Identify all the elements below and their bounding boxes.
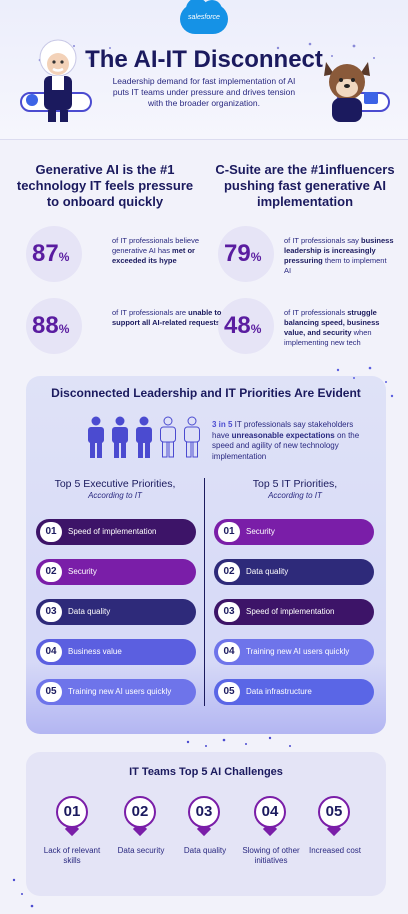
person-outline-icon <box>184 416 200 458</box>
challenge-label: Data quality <box>183 846 227 855</box>
column-divider <box>204 478 205 706</box>
it-priority-item: 04 Training new AI users quickly <box>214 639 374 665</box>
stat-text: of IT professionals believe generative A… <box>112 236 199 265</box>
person-filled-icon <box>136 416 152 458</box>
sparkle-dots <box>276 42 375 61</box>
stat-card: 87% of IT professionals believe generati… <box>26 226 222 282</box>
stat-circle <box>218 298 274 354</box>
astro-mascot-icon <box>324 62 378 122</box>
executive-priority-item: 05 Training new AI users quickly <box>36 679 196 705</box>
it-priorities-heading: Top 5 IT Priorities, According to IT <box>252 478 338 500</box>
executive-priorities-heading: Top 5 Executive Priorities, According to … <box>54 478 176 500</box>
logo-text: salesforce <box>188 14 220 21</box>
cloud-icon <box>180 0 228 34</box>
ratio-statement: 3 in 5 IT professionals say stakeholders… <box>212 420 360 461</box>
challenge-label: Slowing of other initiatives <box>242 846 300 865</box>
stat-text: of IT professionals are unable to suppor… <box>112 308 222 327</box>
page-subtitle: Leadership demand for fast implementatio… <box>112 76 296 108</box>
stat-circle <box>26 298 82 354</box>
priorities-title: Disconnected Leadership and IT Prioritie… <box>51 386 361 400</box>
stat-value: 88% <box>32 312 70 339</box>
stat-circle <box>26 226 82 282</box>
stat-card: 88% of IT professionals are unable to su… <box>26 298 222 354</box>
challenge-pin-icon: 05 <box>318 796 354 840</box>
executive-priority-item: 01 Speed of implementation <box>36 519 196 545</box>
stat-value: 48% <box>224 312 262 339</box>
person-filled-icon <box>88 416 104 458</box>
priorities-panel <box>26 376 386 734</box>
challenge-pin-icon: 01 <box>56 796 92 840</box>
stat-card: 79% of IT professionals say business lea… <box>218 226 404 282</box>
executive-priority-item: 04 Business value <box>36 639 196 665</box>
challenge-pin-icon: 02 <box>124 796 160 840</box>
challenge-label: Lack of relevant skills <box>43 846 101 865</box>
einstein-mascot-icon <box>26 39 77 122</box>
challenge-label: Data security <box>117 846 165 855</box>
executive-priority-item: 03 Data quality <box>36 599 196 625</box>
sparkle-dots <box>186 736 291 747</box>
it-priority-item: 01 Security <box>214 519 374 545</box>
stat-value: 79% <box>224 240 262 267</box>
it-priority-item: 03 Speed of implementation <box>214 599 374 625</box>
it-priority-item: 02 Data quality <box>214 559 374 585</box>
challenge-label: Increased cost <box>308 846 362 855</box>
stat-text: of IT professionals struggle balancing s… <box>284 308 380 347</box>
it-priority-item: 05 Data infrastructure <box>214 679 374 705</box>
person-filled-icon <box>112 416 128 458</box>
executive-priority-item: 02 Security <box>36 559 196 585</box>
stat-circle <box>218 226 274 282</box>
page-title: The AI-IT Disconnect <box>85 46 323 73</box>
stat-text: of IT professionals say business leaders… <box>284 236 394 275</box>
challenge-pin-icon: 04 <box>254 796 290 840</box>
sparkle-dots <box>336 366 394 398</box>
sparkle-dots <box>12 878 34 908</box>
stat-card: 48% of IT professionals struggle balanci… <box>218 298 404 354</box>
right-column-heading: C-Suite are the #1influencers pushing fa… <box>215 162 395 209</box>
left-column-heading: Generative AI is the #1 technology IT fe… <box>16 162 194 209</box>
person-outline-icon <box>160 416 176 458</box>
challenge-pin-icon: 03 <box>188 796 224 840</box>
stat-value: 87% <box>32 240 70 267</box>
salesforce-logo[interactable]: salesforce <box>180 0 228 36</box>
challenges-title: IT Teams Top 5 AI Challenges <box>129 766 283 778</box>
